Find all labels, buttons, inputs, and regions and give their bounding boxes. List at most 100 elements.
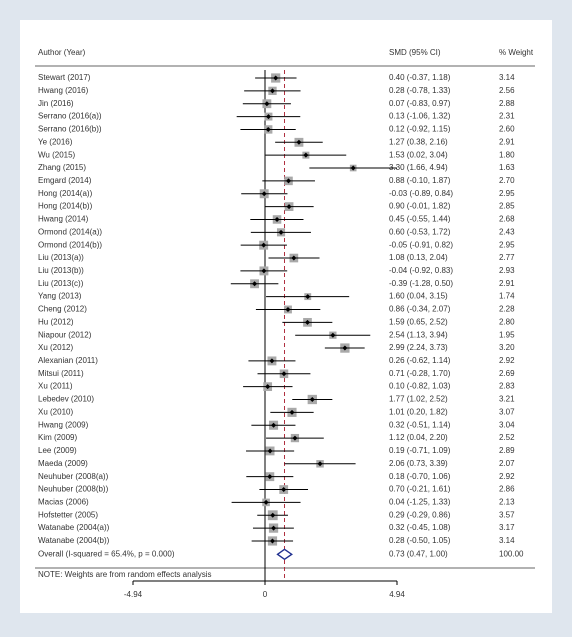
- estimate-label: 1.27 (0.38, 2.16): [389, 137, 448, 146]
- header-estimate: SMD (95% CI): [389, 48, 441, 57]
- study-label: Jin (2016): [38, 99, 74, 108]
- point-estimate: [285, 306, 291, 312]
- point-estimate: [252, 281, 258, 287]
- estimate-label: -0.04 (-0.92, 0.83): [389, 266, 453, 275]
- weight-label: 1.63: [499, 163, 515, 172]
- point-estimate: [267, 474, 273, 480]
- study-label: Watanabe (2004(b)): [38, 536, 110, 545]
- overall-estimate: 0.73 (0.47, 1.00): [389, 549, 448, 558]
- estimate-label: 0.04 (-1.25, 1.33): [389, 497, 451, 506]
- estimate-label: 0.12 (-0.92, 1.15): [389, 125, 451, 134]
- estimate-label: 0.32 (-0.51, 1.14): [389, 420, 451, 429]
- estimate-label: 1.53 (0.02, 3.04): [389, 150, 448, 159]
- estimate-label: 1.59 (0.65, 2.52): [389, 317, 448, 326]
- x-tick-label: -4.94: [124, 590, 143, 599]
- estimate-label: 0.26 (-0.62, 1.14): [389, 356, 451, 365]
- study-label: Macias (2006): [38, 497, 89, 506]
- weight-label: 2.56: [499, 86, 515, 95]
- study-label: Hwang (2016): [38, 86, 89, 95]
- weight-label: 2.83: [499, 382, 515, 391]
- point-estimate: [291, 255, 297, 261]
- study-label: Neuhuber (2008(a)): [38, 472, 109, 481]
- study-label: Alexanian (2011): [38, 356, 98, 365]
- estimate-label: 0.07 (-0.83, 0.97): [389, 99, 451, 108]
- point-estimate: [274, 216, 280, 222]
- point-estimate: [292, 435, 298, 441]
- study-label: Lee (2009): [38, 446, 77, 455]
- header-weight: % Weight: [499, 48, 534, 57]
- study-label: Xu (2010): [38, 407, 73, 416]
- point-estimate: [270, 512, 276, 518]
- study-label: Ye (2016): [38, 137, 73, 146]
- weight-label: 3.57: [499, 510, 515, 519]
- weight-label: 2.93: [499, 266, 515, 275]
- study-label: Kim (2009): [38, 433, 77, 442]
- study-label: Niapour (2012): [38, 330, 92, 339]
- header-study: Author (Year): [38, 48, 86, 57]
- study-label: Watanabe (2004(a)): [38, 523, 110, 532]
- weight-label: 2.52: [499, 433, 515, 442]
- study-label: Emgard (2014): [38, 176, 92, 185]
- weight-label: 3.21: [499, 395, 515, 404]
- weight-label: 2.91: [499, 279, 515, 288]
- estimate-label: -0.03 (-0.89, 0.84): [389, 189, 453, 198]
- weight-label: 2.68: [499, 215, 515, 224]
- panel: [20, 20, 552, 613]
- estimate-label: 0.29 (-0.29, 0.86): [389, 510, 451, 519]
- x-tick-label: 0: [263, 590, 268, 599]
- point-estimate: [265, 126, 271, 132]
- estimate-label: -0.05 (-0.91, 0.82): [389, 240, 453, 249]
- study-label: Serrano (2016(b)): [38, 125, 102, 134]
- estimate-label: 0.86 (-0.34, 2.07): [389, 305, 451, 314]
- point-estimate: [305, 294, 311, 300]
- point-estimate: [265, 114, 271, 120]
- point-estimate: [261, 268, 267, 274]
- point-estimate: [296, 139, 302, 145]
- weight-label: 3.07: [499, 407, 515, 416]
- weight-label: 2.91: [499, 137, 515, 146]
- weight-label: 2.69: [499, 369, 515, 378]
- study-label: Zhang (2015): [38, 163, 86, 172]
- point-estimate: [271, 422, 277, 428]
- point-estimate: [281, 487, 287, 493]
- point-estimate: [286, 178, 292, 184]
- weight-label: 2.13: [499, 497, 515, 506]
- study-label: Neuhuber (2008(b)): [38, 485, 109, 494]
- estimate-label: 0.28 (-0.50, 1.05): [389, 536, 451, 545]
- estimate-label: 1.12 (0.04, 2.20): [389, 433, 448, 442]
- point-estimate: [330, 332, 336, 338]
- note: NOTE: Weights are from random effects an…: [38, 570, 212, 579]
- x-tick-label: 4.94: [389, 590, 405, 599]
- weight-label: 2.92: [499, 472, 515, 481]
- study-label: Mitsui (2011): [38, 369, 84, 378]
- estimate-label: 2.54 (1.13, 3.94): [389, 330, 448, 339]
- weight-label: 2.60: [499, 125, 515, 134]
- study-label: Wu (2015): [38, 150, 76, 159]
- point-estimate: [269, 538, 275, 544]
- weight-label: 3.14: [499, 73, 515, 82]
- point-estimate: [289, 409, 295, 415]
- weight-label: 2.95: [499, 240, 515, 249]
- study-label: Hong (2014(a)): [38, 189, 93, 198]
- overall-diamond: [276, 548, 293, 561]
- estimate-label: 0.32 (-0.45, 1.08): [389, 523, 451, 532]
- estimate-label: 1.08 (0.13, 2.04): [389, 253, 448, 262]
- point-estimate: [267, 448, 273, 454]
- study-label: Liu (2013(c)): [38, 279, 84, 288]
- estimate-label: 2.99 (2.24, 3.73): [389, 343, 448, 352]
- point-estimate: [261, 242, 267, 248]
- study-label: Xu (2012): [38, 343, 73, 352]
- estimate-label: 0.18 (-0.70, 1.06): [389, 472, 451, 481]
- weight-label: 2.28: [499, 305, 515, 314]
- weight-label: 3.17: [499, 523, 515, 532]
- point-estimate: [264, 101, 270, 107]
- weight-label: 1.95: [499, 330, 515, 339]
- estimate-label: 0.13 (-1.06, 1.32): [389, 112, 451, 121]
- study-label: Hong (2014(b)): [38, 202, 93, 211]
- weight-label: 2.89: [499, 446, 515, 455]
- overall-weight: 100.00: [499, 549, 524, 558]
- weight-label: 2.31: [499, 112, 515, 121]
- point-estimate: [263, 499, 269, 505]
